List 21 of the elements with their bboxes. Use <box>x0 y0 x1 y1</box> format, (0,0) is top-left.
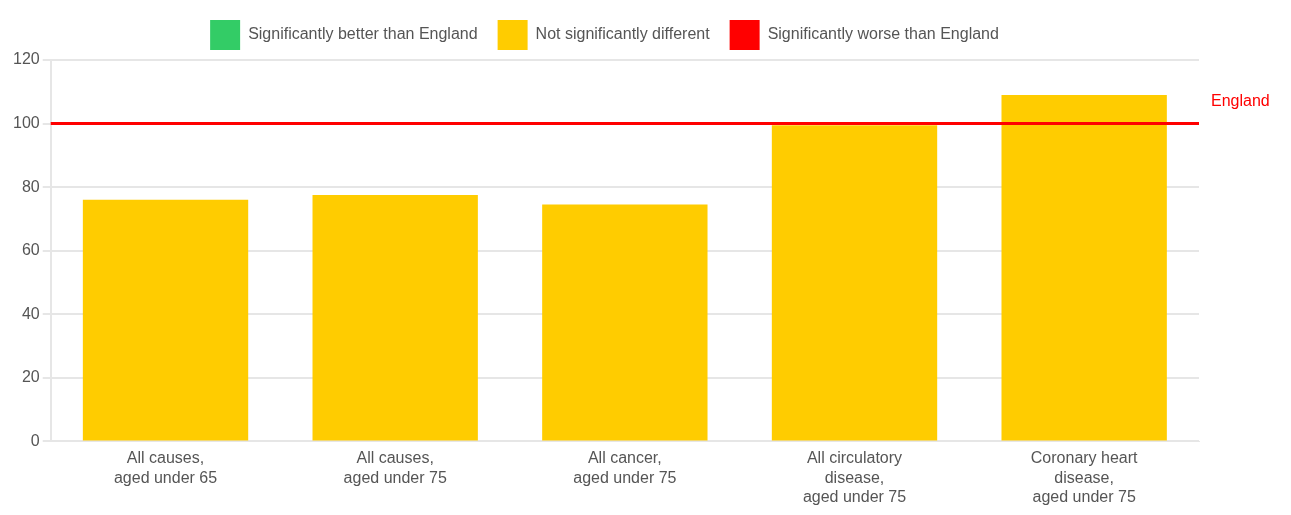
legend-label: Significantly worse than England <box>767 25 999 43</box>
x-tick-label: Coronary heart disease, aged under 75 <box>1030 449 1139 505</box>
legend-label: Significantly better than England <box>248 25 478 43</box>
ref-line-label: England <box>1211 91 1270 109</box>
y-tick-label: 60 <box>21 241 40 259</box>
x-tick-label: All circulatory disease, aged under 75 <box>802 449 907 505</box>
x-tick-label: All cancer, aged under 75 <box>573 449 677 486</box>
legend-label: Not significantly different <box>535 25 711 43</box>
y-tick-label: 120 <box>12 50 40 68</box>
bar <box>1001 94 1167 441</box>
y-tick-label: 20 <box>21 368 40 386</box>
x-tick-label: All causes, aged under 75 <box>343 449 447 486</box>
bar <box>771 125 938 441</box>
y-tick-label: 100 <box>12 113 40 131</box>
y-tick-label: 40 <box>21 304 40 322</box>
bar <box>542 204 708 441</box>
bar <box>82 199 249 441</box>
y-tick-label: 80 <box>21 177 40 195</box>
x-tick-label: All causes, aged under 65 <box>113 449 218 486</box>
bar <box>312 195 478 441</box>
y-tick-label: 0 <box>30 431 40 449</box>
